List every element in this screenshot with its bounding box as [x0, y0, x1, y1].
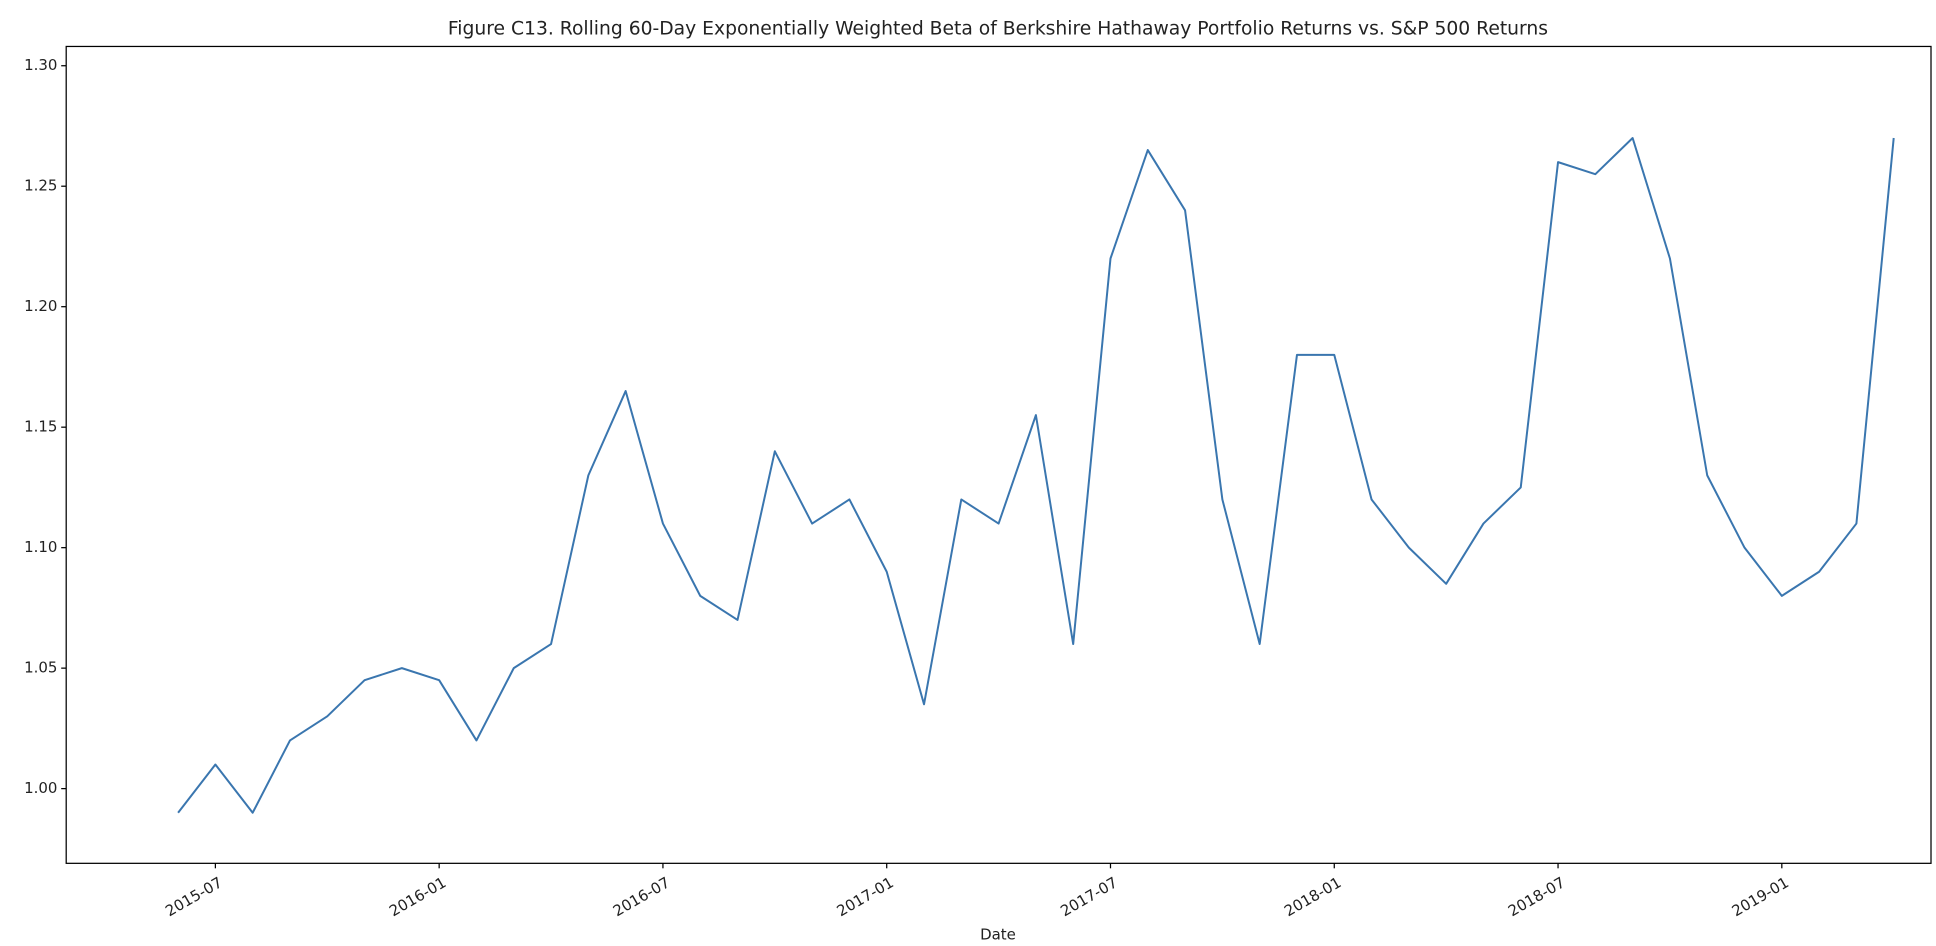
x-tick-label: 2018-07 [1505, 873, 1568, 920]
y-tick-label: 1.00 [24, 779, 57, 797]
y-tick-label: 1.05 [24, 659, 57, 677]
plot-frame [65, 45, 1932, 864]
chart-title: Figure C13. Rolling 60-Day Exponentially… [448, 18, 1548, 39]
x-tick-label: 2017-07 [1057, 873, 1120, 920]
y-tick-label: 1.25 [24, 177, 57, 195]
x-tick-label: 2017-01 [834, 873, 897, 920]
y-tick-label: 1.10 [24, 538, 57, 556]
x-tick-label: 2019-01 [1729, 873, 1792, 920]
x-axis-label: Date [980, 926, 1016, 944]
y-tick-label: 1.20 [24, 297, 57, 315]
x-tick-label: 2016-01 [386, 873, 449, 920]
x-tick-label: 2018-01 [1281, 873, 1344, 920]
x-tick-label: 2016-07 [610, 873, 673, 920]
data-line [177, 137, 1895, 814]
x-tick-label: 2015-07 [162, 873, 225, 920]
y-tick-label: 1.15 [24, 418, 57, 436]
y-tick-label: 1.30 [24, 56, 57, 74]
